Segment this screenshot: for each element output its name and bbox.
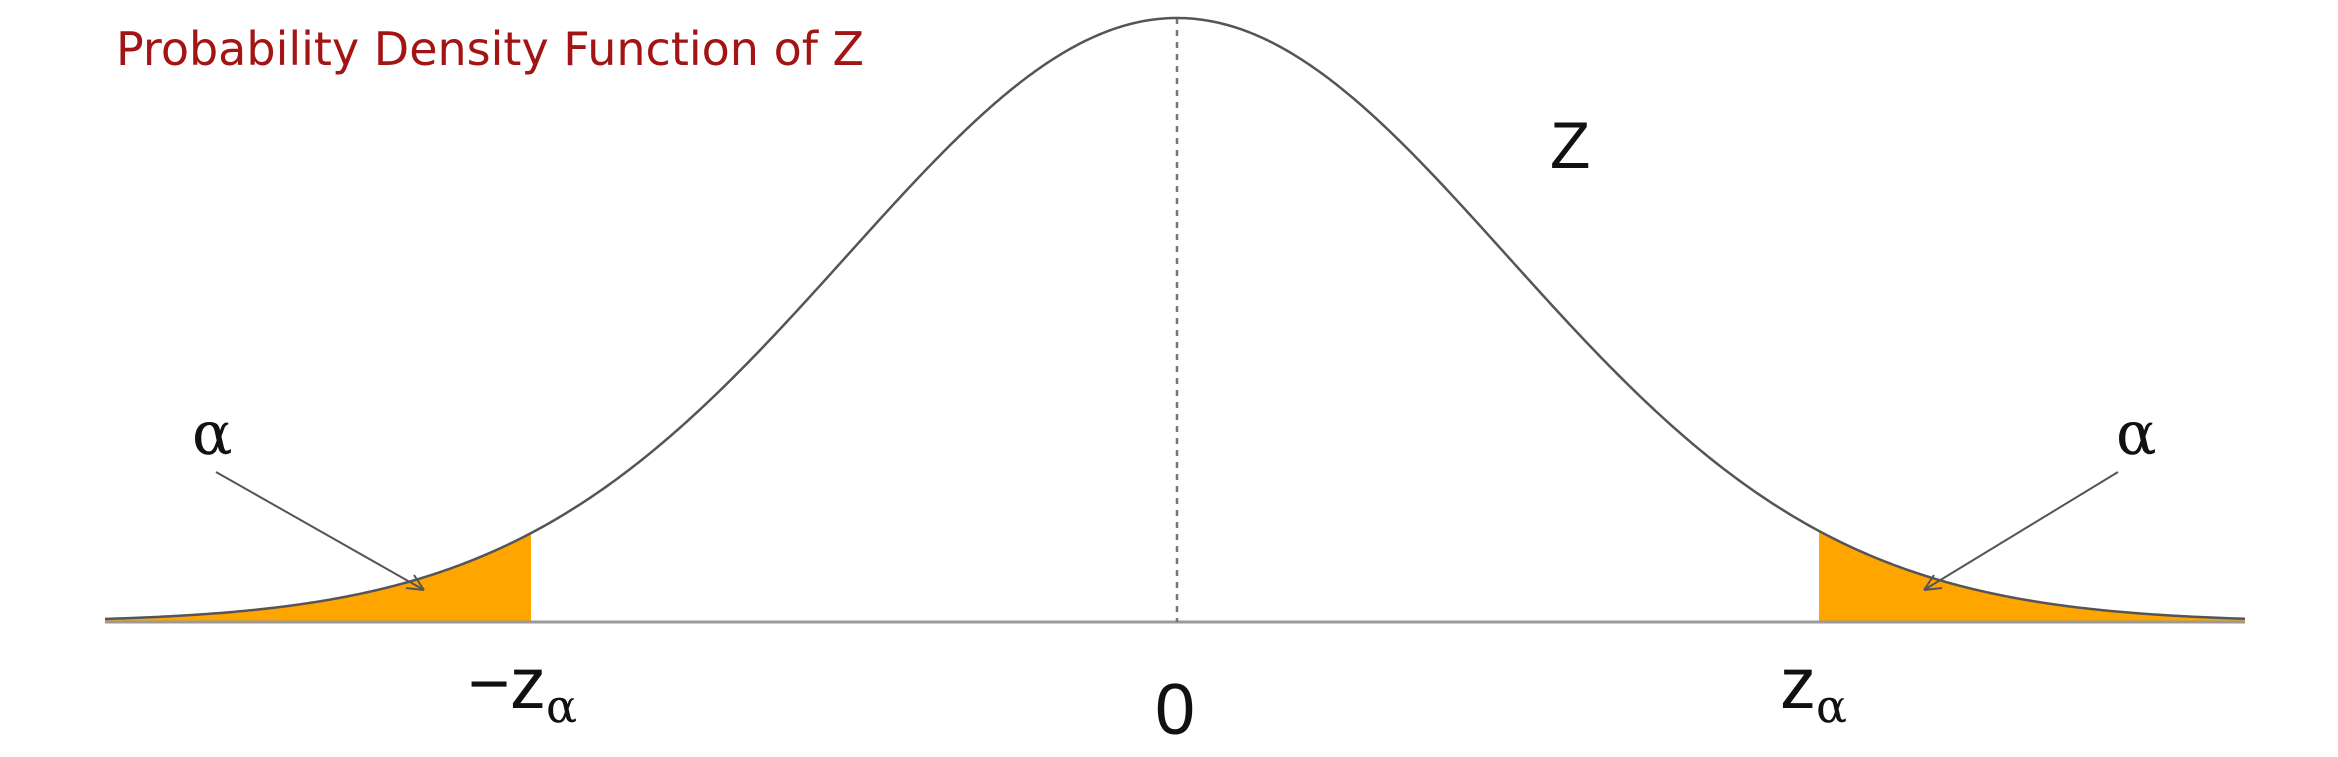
diagram-title: Probability Density Function of Z	[116, 22, 865, 76]
z-subscript: α	[1816, 679, 1848, 733]
z-text: z	[1780, 644, 1816, 724]
z-alpha-label: zα	[1780, 648, 1847, 729]
neg-z-alpha-label: −zα	[468, 648, 577, 729]
right-alpha-label: α	[2116, 399, 2157, 469]
right-tail-area	[1819, 530, 2245, 622]
left-alpha-label: α	[192, 399, 233, 469]
neg-z-subscript: α	[546, 679, 578, 733]
curve-label-z: Z	[1550, 108, 1591, 182]
left-tail-area	[105, 533, 531, 622]
zero-label: 0	[1155, 670, 1196, 750]
right-alpha-arrow	[1923, 471, 2119, 591]
left-alpha-arrow	[215, 471, 425, 591]
neg-z-text: −z	[468, 644, 547, 724]
density-curve	[104, 16, 2246, 621]
